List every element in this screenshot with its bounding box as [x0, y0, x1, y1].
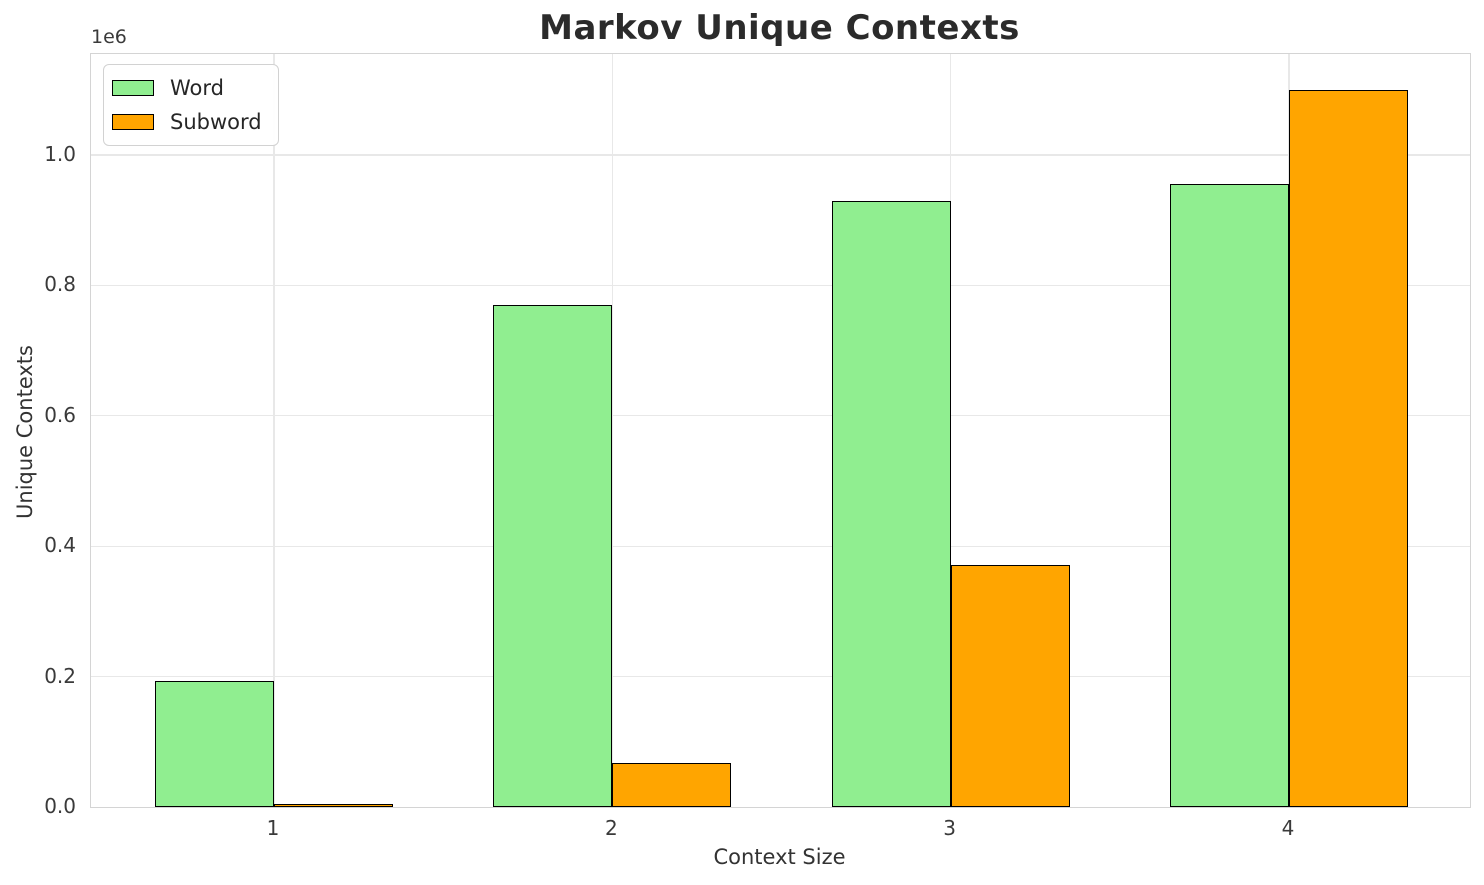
x-tick-label-2: 2 — [604, 816, 618, 840]
y-tick-label-0.0: 0.0 — [44, 794, 76, 818]
legend: Word Subword — [103, 64, 279, 146]
bar-word-4 — [1169, 183, 1289, 807]
gridline-x-1 — [273, 54, 275, 807]
legend-label-word: Word — [170, 76, 224, 100]
legend-swatch-subword — [112, 114, 154, 130]
x-axis-label: Context Size — [713, 845, 846, 869]
x-tick-label-3: 3 — [943, 816, 957, 840]
chart-title: Markov Unique Contexts — [539, 8, 1020, 48]
legend-item-subword: Subword — [112, 109, 262, 135]
y-tick-label-0.8: 0.8 — [44, 272, 76, 297]
x-tick-label-4: 4 — [1281, 816, 1295, 840]
bar-subword-2 — [612, 763, 732, 807]
y-axis-offset-label: 1e6 — [91, 26, 127, 48]
bar-word-1 — [155, 681, 274, 807]
y-tick-label-0.6: 0.6 — [44, 402, 76, 427]
bar-word-3 — [831, 200, 951, 807]
x-axis: 1 2 3 4 — [90, 806, 1469, 846]
y-tick-label-1.0: 1.0 — [44, 142, 76, 167]
bar-subword-1 — [274, 804, 393, 807]
gridline-y-0.2 — [91, 675, 1470, 678]
legend-label-subword: Subword — [170, 110, 262, 134]
y-tick-label-0.4: 0.4 — [44, 533, 76, 558]
y-axis: 0.0 0.2 0.4 0.6 0.8 1.0 — [0, 53, 76, 817]
x-tick-label-1: 1 — [266, 816, 280, 840]
plot-area: Word Subword — [90, 53, 1471, 808]
gridline-y-0.8 — [91, 284, 1470, 287]
gridline-y-0.4 — [91, 545, 1470, 547]
bar-subword-4 — [1288, 89, 1408, 807]
bar-word-2 — [493, 305, 613, 807]
bar-subword-3 — [950, 565, 1070, 807]
gridline-y-1.0 — [91, 154, 1470, 156]
legend-swatch-word — [112, 80, 154, 96]
y-tick-label-0.2: 0.2 — [44, 663, 76, 688]
legend-item-word: Word — [112, 75, 262, 101]
gridline-y-0.6 — [91, 415, 1470, 417]
